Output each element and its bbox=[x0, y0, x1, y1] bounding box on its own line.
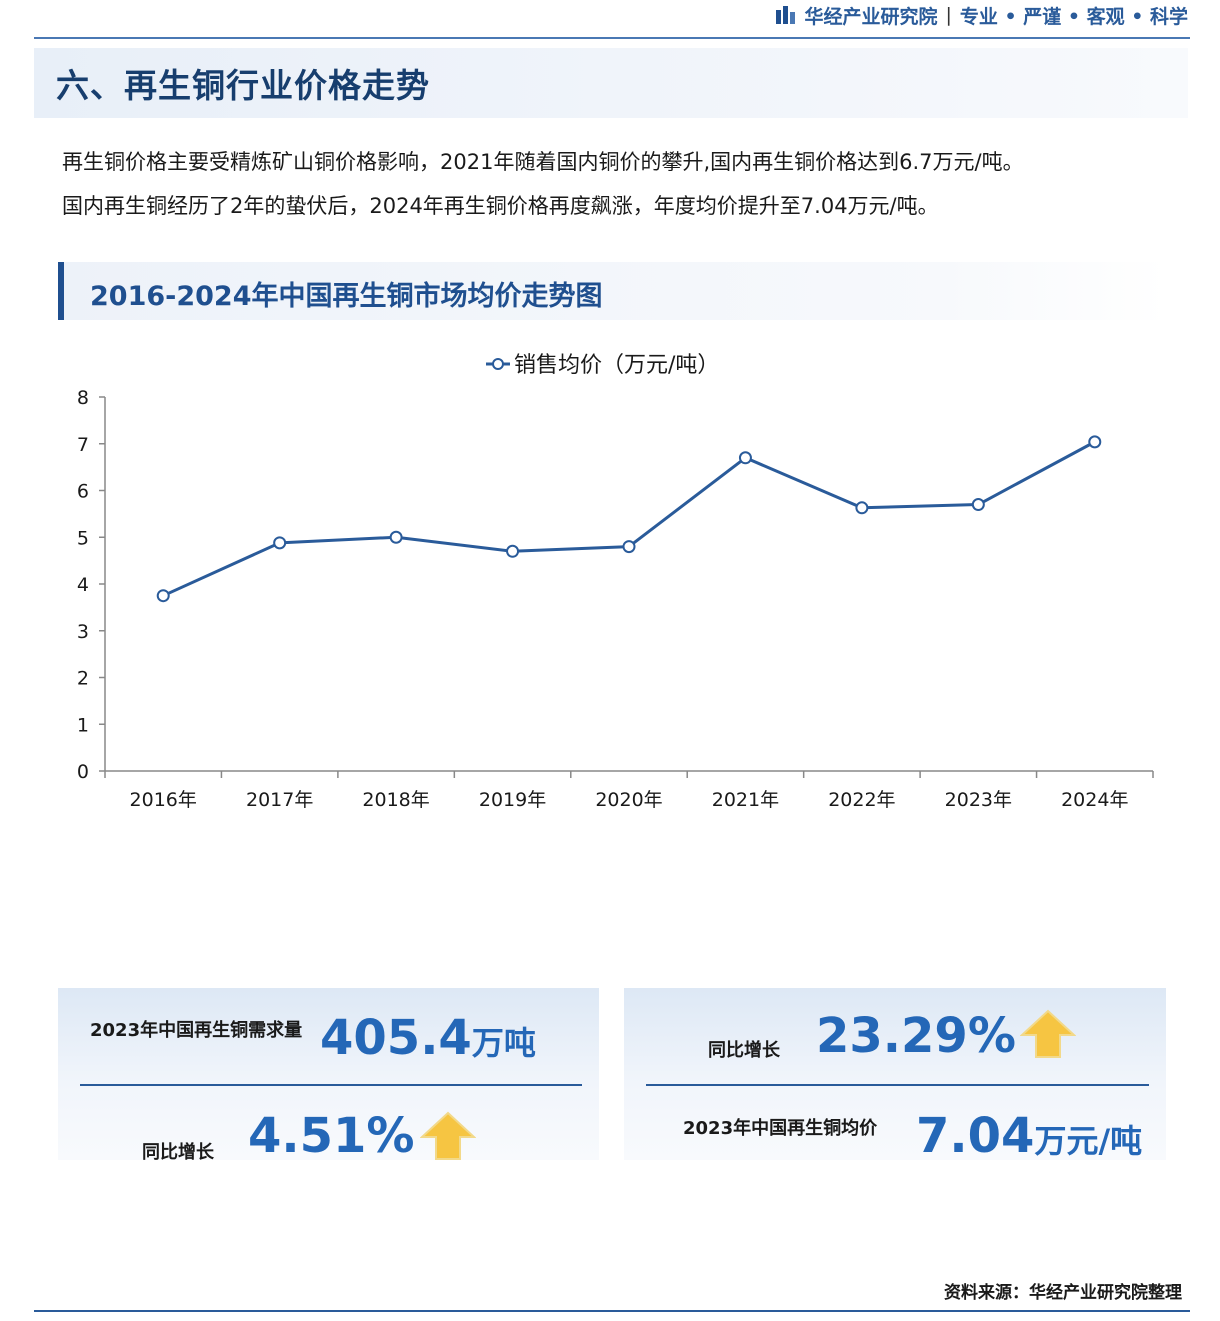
org-name: 华经产业研究院 bbox=[804, 5, 938, 28]
x-tick-label: 2017年 bbox=[246, 789, 313, 811]
stat-card-divider-left bbox=[80, 1084, 582, 1086]
up-arrow-icon bbox=[1020, 1009, 1076, 1058]
section-title-banner: 六、再生铜行业价格走势 bbox=[34, 48, 1188, 118]
section-title: 六、再生铜行业价格走势 bbox=[56, 66, 430, 105]
slogan: 专业 • 严谨 • 客观 • 科学 bbox=[959, 5, 1188, 28]
source-note: 资料来源：华经产业研究院整理 bbox=[944, 1283, 1182, 1303]
header-bar: 华经产业研究院 | 专业 • 严谨 • 客观 • 科学 bbox=[776, 0, 1188, 30]
x-tick-label: 2021年 bbox=[712, 789, 779, 811]
y-tick-label: 1 bbox=[77, 714, 89, 736]
yoy-value-left: 4.51% bbox=[248, 1108, 415, 1164]
intro-line-1: 再生铜价格主要受精炼矿山铜价格影响，2021年随着国内铜价的攀升,国内再生铜价格… bbox=[62, 150, 1024, 174]
yoy-value-right: 23.29% bbox=[816, 1008, 1016, 1064]
x-tick-label: 2016年 bbox=[130, 789, 197, 811]
x-tick-label: 2022年 bbox=[828, 789, 895, 811]
y-tick-label: 6 bbox=[77, 481, 89, 503]
x-tick-label: 2023年 bbox=[945, 789, 1012, 811]
y-tick-label: 4 bbox=[77, 574, 89, 596]
yoy-label-right: 同比增长 bbox=[708, 1040, 780, 1061]
stat-card-price bbox=[624, 988, 1166, 1160]
y-tick-label: 8 bbox=[77, 387, 89, 409]
demand-label: 2023年中国再生铜需求量 bbox=[90, 1020, 303, 1041]
y-tick-label: 5 bbox=[77, 527, 89, 549]
intro-text: 再生铜价格主要受精炼矿山铜价格影响，2021年随着国内铜价的攀升,国内再生铜价格… bbox=[62, 140, 1190, 228]
data-point bbox=[156, 589, 170, 603]
series-line bbox=[162, 440, 1096, 598]
up-arrow-icon bbox=[420, 1111, 476, 1160]
y-tick-label: 7 bbox=[77, 434, 89, 456]
data-point bbox=[971, 498, 985, 512]
top-divider bbox=[34, 37, 1190, 39]
stat-card-divider-right bbox=[646, 1084, 1149, 1086]
chart-title-accent-bar bbox=[58, 262, 64, 320]
legend-marker-swatch bbox=[492, 358, 504, 370]
data-point bbox=[506, 544, 520, 558]
bottom-divider bbox=[34, 1310, 1190, 1312]
demand-value: 405.4 bbox=[320, 1010, 472, 1066]
price-value-block: 7.04万元/吨 bbox=[916, 1108, 1142, 1164]
x-tick-label: 2018年 bbox=[362, 789, 429, 811]
price-label: 2023年中国再生铜均价 bbox=[683, 1118, 878, 1139]
data-point bbox=[389, 530, 403, 544]
x-tick-label: 2020年 bbox=[595, 789, 662, 811]
data-point bbox=[1088, 435, 1102, 449]
data-point bbox=[738, 451, 752, 465]
demand-unit: 万吨 bbox=[471, 1024, 536, 1062]
y-tick-label: 2 bbox=[77, 668, 89, 690]
x-tick-label: 2024年 bbox=[1061, 789, 1128, 811]
yoy-label-left: 同比增长 bbox=[142, 1142, 214, 1163]
demand-value-block: 405.4万吨 bbox=[320, 1010, 536, 1066]
price-line-chart: 销售均价（万元/吨） 0 1 2 3 4 5 6 7 8 2016年 2017年 2018年 2019年 2… bbox=[77, 353, 1154, 811]
intro-line-2: 国内再生铜经历了2年的蛰伏后，2024年再生铜价格再度飙涨，年度均价提升至7.0… bbox=[62, 194, 939, 218]
price-unit: 万元/吨 bbox=[1034, 1122, 1143, 1160]
legend-label: 销售均价（万元/吨） bbox=[514, 353, 719, 378]
data-point bbox=[855, 501, 869, 515]
data-point bbox=[622, 540, 636, 554]
y-tick-label: 0 bbox=[77, 761, 89, 783]
brand-logo-icon bbox=[776, 6, 796, 24]
data-point bbox=[273, 536, 287, 550]
x-tick-label: 2019年 bbox=[479, 789, 546, 811]
header-separator: | bbox=[945, 4, 952, 26]
stat-card-demand bbox=[58, 988, 599, 1160]
y-tick-label: 3 bbox=[77, 621, 89, 643]
chart-title: 2016-2024年中国再生铜市场均价走势图 bbox=[90, 281, 603, 312]
price-value: 7.04 bbox=[916, 1108, 1035, 1164]
chart-title-banner: 2016-2024年中国再生铜市场均价走势图 bbox=[58, 262, 1168, 320]
